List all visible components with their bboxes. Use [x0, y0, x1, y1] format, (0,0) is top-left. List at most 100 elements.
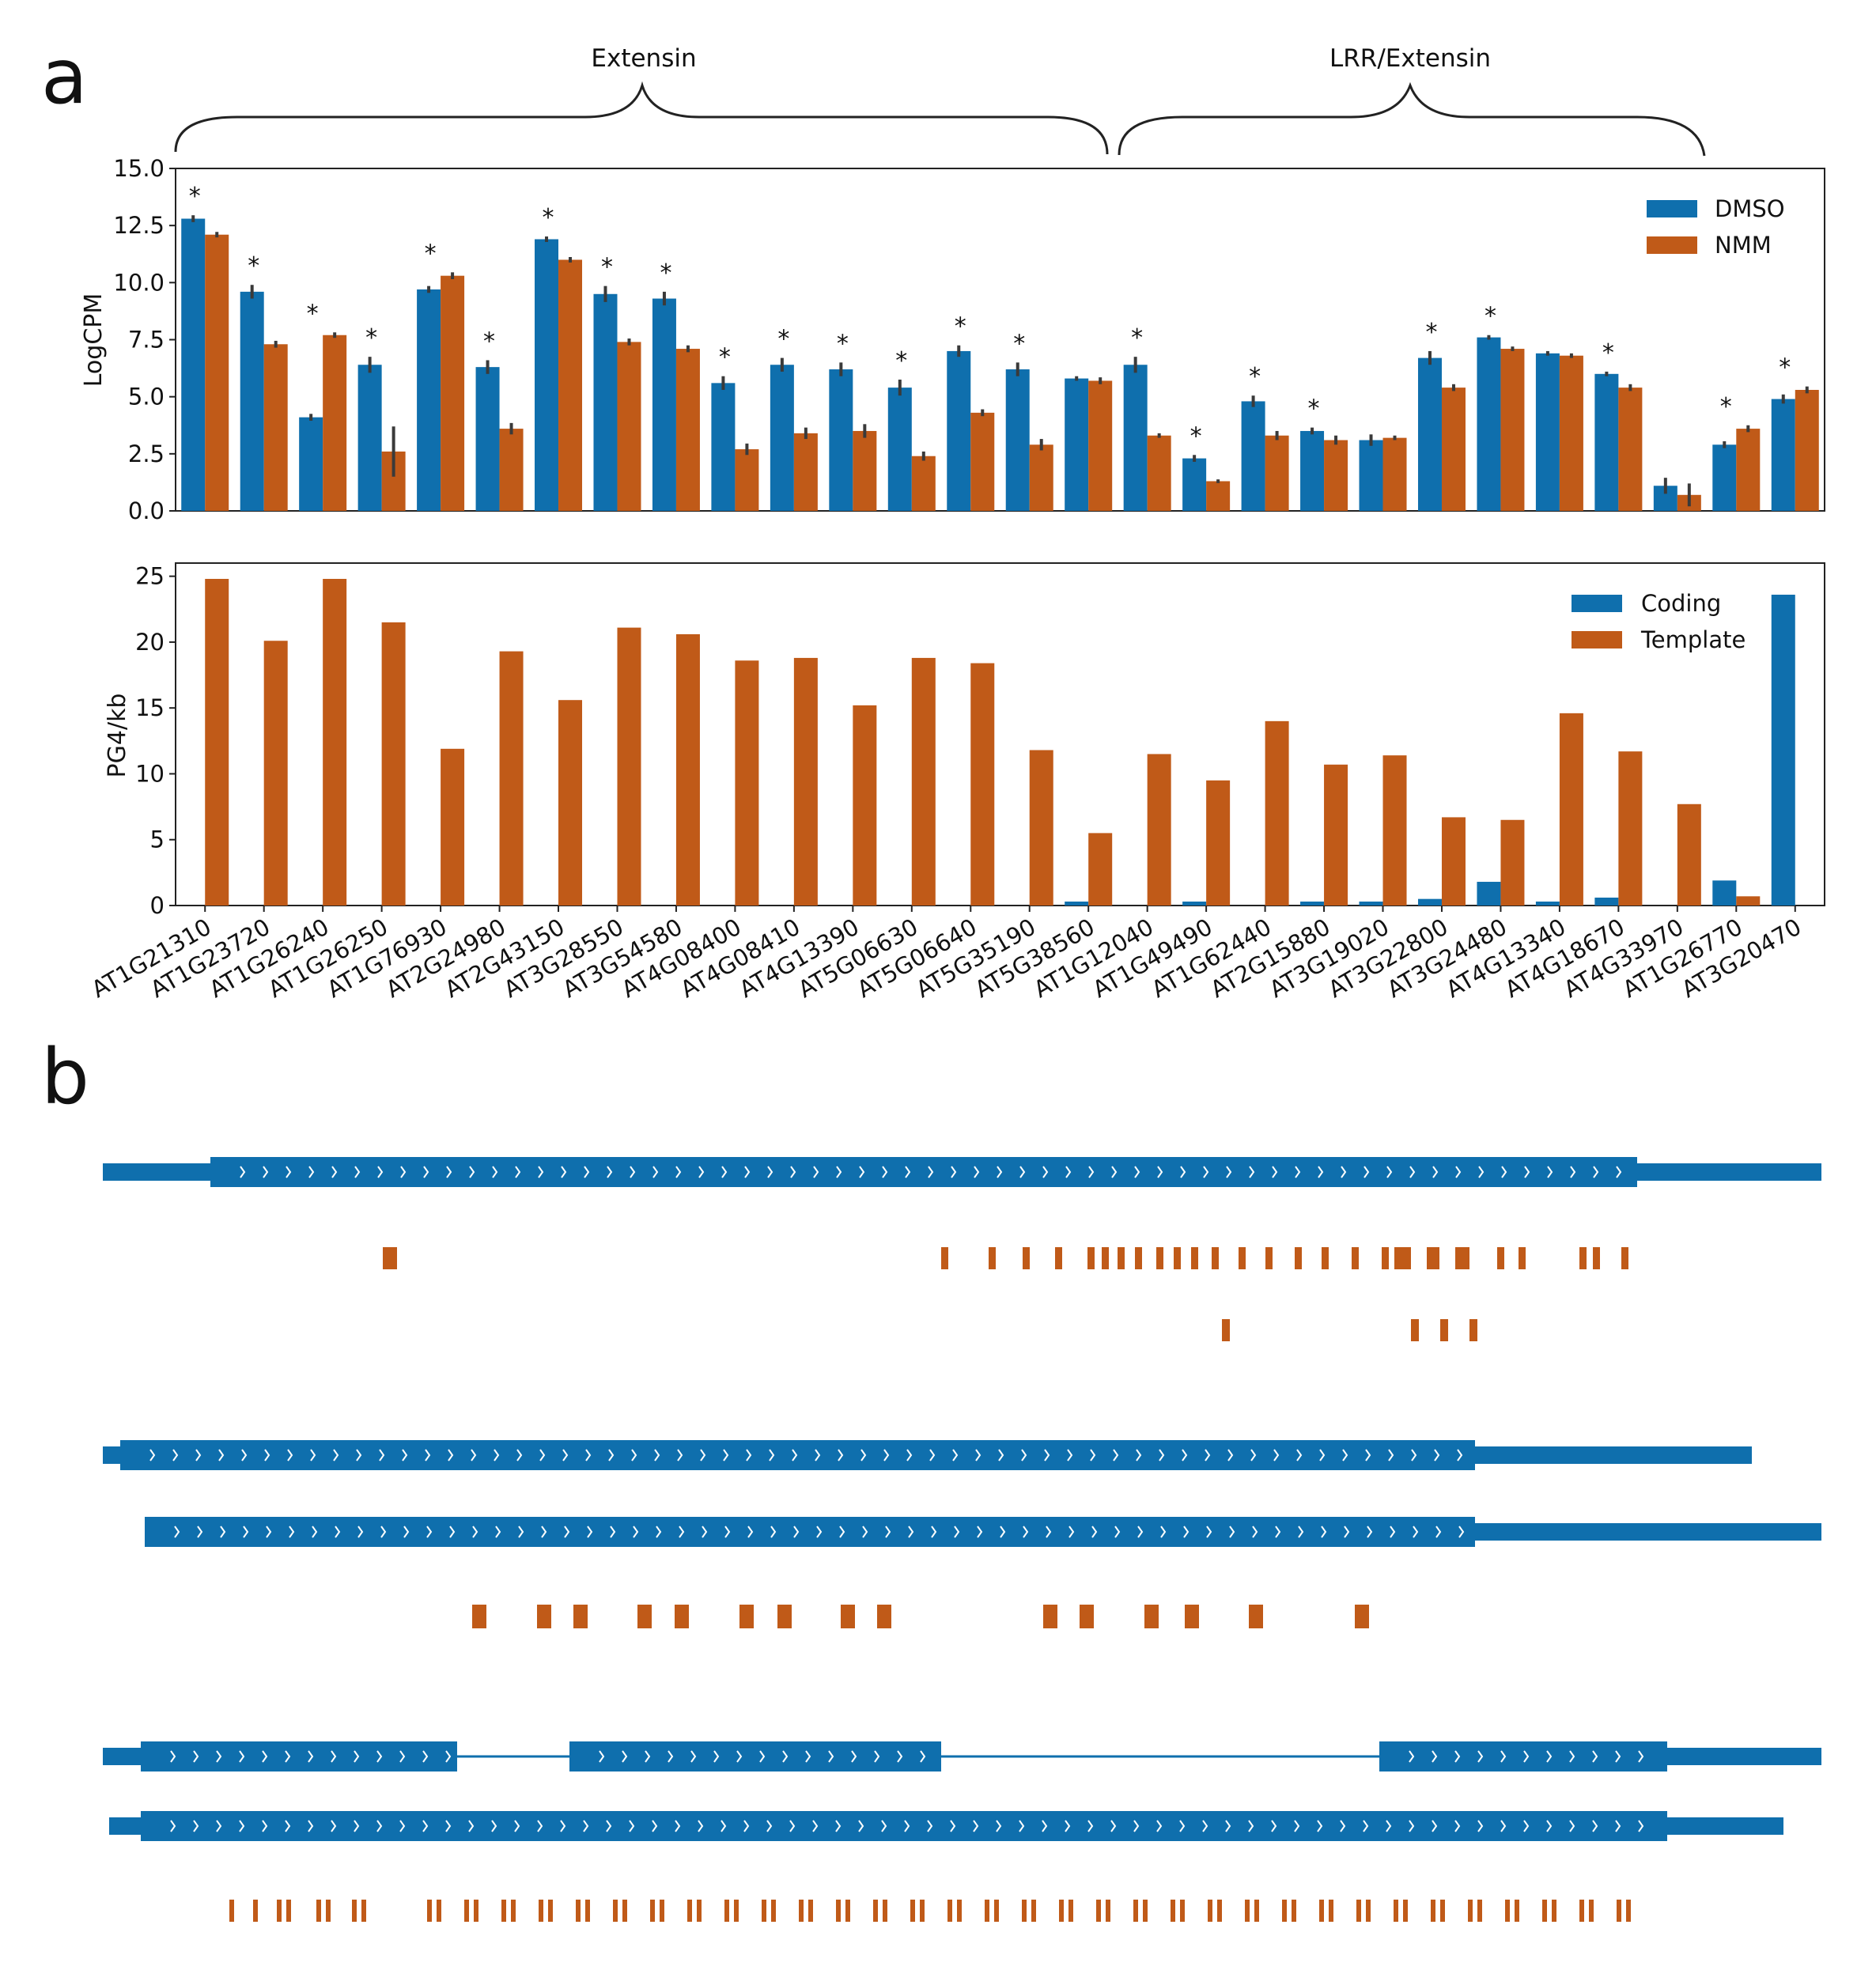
strand-arrow: [1273, 1449, 1280, 1461]
strand-arrow: [908, 1526, 914, 1538]
logcpm-bar-nmm: [1382, 437, 1407, 511]
strand-arrow: [564, 1526, 570, 1538]
strand-arrow: [193, 1750, 199, 1763]
coding-exon: [141, 1811, 1667, 1841]
strand-arrow: [1409, 1166, 1416, 1178]
strand-arrow: [587, 1526, 593, 1538]
logcpm-legend: DMSO NMM: [1647, 195, 1785, 259]
strand-arrow: [633, 1526, 639, 1538]
strand-arrow: [1179, 1820, 1186, 1832]
pg4-bar-coding: [1300, 902, 1325, 906]
strand-arrow: [860, 1449, 867, 1461]
strand-arrow: [1321, 1526, 1327, 1538]
strand-arrow: [1388, 1449, 1394, 1461]
strand-arrow: [668, 1750, 674, 1763]
pg4-motif: [1515, 1900, 1519, 1922]
strand-arrow: [469, 1166, 475, 1178]
strand-arrow: [1319, 1449, 1326, 1461]
logcpm-significance-star: *: [425, 240, 437, 267]
logcpm-bar-nmm: [1500, 349, 1525, 511]
strand-arrow: [264, 1449, 270, 1461]
pg4-motif: [1023, 1247, 1030, 1269]
strand-arrow: [882, 1166, 888, 1178]
pg4-motif: [1254, 1900, 1259, 1922]
strand-arrow: [770, 1526, 777, 1538]
strand-arrow: [1435, 1526, 1442, 1538]
logcpm-bar-dmso: [1182, 458, 1207, 511]
strand-arrow: [675, 1166, 682, 1178]
pg4-motif: [1394, 1900, 1398, 1922]
strand-arrow: [354, 1820, 360, 1832]
pg4-motif: [1355, 1605, 1369, 1628]
strand-arrow: [1411, 1449, 1417, 1461]
strand-arrow: [1229, 1526, 1235, 1538]
strand-arrow: [335, 1526, 341, 1538]
logcpm-significance-star: *: [1425, 319, 1437, 346]
strand-arrow: [928, 1166, 934, 1178]
strand-arrow: [1294, 1820, 1300, 1832]
strand-arrow: [1021, 1449, 1027, 1461]
pg4-bar-template: [1618, 751, 1643, 906]
strand-arrow: [193, 1820, 199, 1832]
strand-arrow: [1317, 1820, 1323, 1832]
pg4-motif: [1022, 1900, 1027, 1922]
strand-arrow: [631, 1449, 637, 1461]
logcpm-bar-nmm: [1736, 429, 1761, 511]
logcpm-bar-nmm: [735, 449, 759, 511]
strand-arrow: [1088, 1166, 1095, 1178]
logcpm-y-tick-label: 15.0: [113, 155, 165, 182]
strand-arrow: [881, 1820, 887, 1832]
logcpm-bar-dmso: [299, 417, 323, 511]
pg4-motif: [361, 1900, 366, 1922]
logcpm-bar-dmso: [475, 367, 500, 511]
pg4-motif: [277, 1900, 282, 1922]
pg4-bar-template: [853, 705, 877, 906]
logcpm-significance-star: *: [955, 313, 966, 341]
coding-exon: [569, 1741, 941, 1771]
pg4-motif: [841, 1605, 855, 1628]
strand-arrow: [1065, 1820, 1071, 1832]
logcpm-bar-nmm: [617, 342, 641, 511]
strand-arrow: [1249, 1166, 1255, 1178]
strand-arrow: [1019, 1166, 1026, 1178]
pg4-bar-template: [1147, 754, 1171, 906]
strand-arrow: [380, 1526, 387, 1538]
logcpm-y-tick-label: 10.0: [113, 269, 165, 296]
strand-arrow: [331, 1166, 338, 1178]
pg4-bar-coding: [1359, 902, 1383, 906]
pg4-motif: [1440, 1900, 1445, 1922]
strand-arrow: [422, 1820, 429, 1832]
strand-arrow: [1157, 1166, 1163, 1178]
pg4-bar-template: [263, 641, 288, 906]
logcpm-bar-dmso: [1535, 353, 1560, 511]
pg4-bar-template: [1029, 750, 1053, 906]
strand-arrow: [149, 1449, 156, 1461]
strand-arrow: [952, 1449, 959, 1461]
pg4-motif: [1055, 1247, 1062, 1269]
logcpm-bar-nmm: [205, 234, 229, 511]
strand-arrow: [445, 1750, 452, 1763]
strand-arrow: [400, 1166, 407, 1178]
pg4-motif: [1239, 1247, 1246, 1269]
strand-arrow: [1159, 1449, 1165, 1461]
logcpm-bar-dmso: [1005, 369, 1030, 511]
logcpm-significance-star: *: [189, 183, 201, 210]
pg4-y-axis-label: PG4/kb: [104, 694, 131, 778]
logcpm-bar-dmso: [1417, 357, 1442, 511]
strand-arrow: [954, 1526, 960, 1538]
strand-arrow: [399, 1820, 406, 1832]
strand-arrow: [262, 1820, 268, 1832]
logcpm-bar-dmso: [887, 388, 912, 511]
strand-arrow: [736, 1750, 743, 1763]
strand-arrow: [333, 1449, 339, 1461]
pg4-motif: [1217, 1900, 1222, 1922]
strand-arrow: [286, 1166, 292, 1178]
pg4-motif: [1031, 1900, 1036, 1922]
strand-arrow: [1203, 1166, 1209, 1178]
pg4-plot-frame: [175, 562, 1825, 906]
strand-arrow: [927, 1820, 933, 1832]
pg4-motif: [957, 1900, 962, 1922]
strand-arrow: [376, 1820, 383, 1832]
logcpm-bar-dmso: [1241, 401, 1265, 511]
strand-arrow: [1409, 1750, 1415, 1763]
